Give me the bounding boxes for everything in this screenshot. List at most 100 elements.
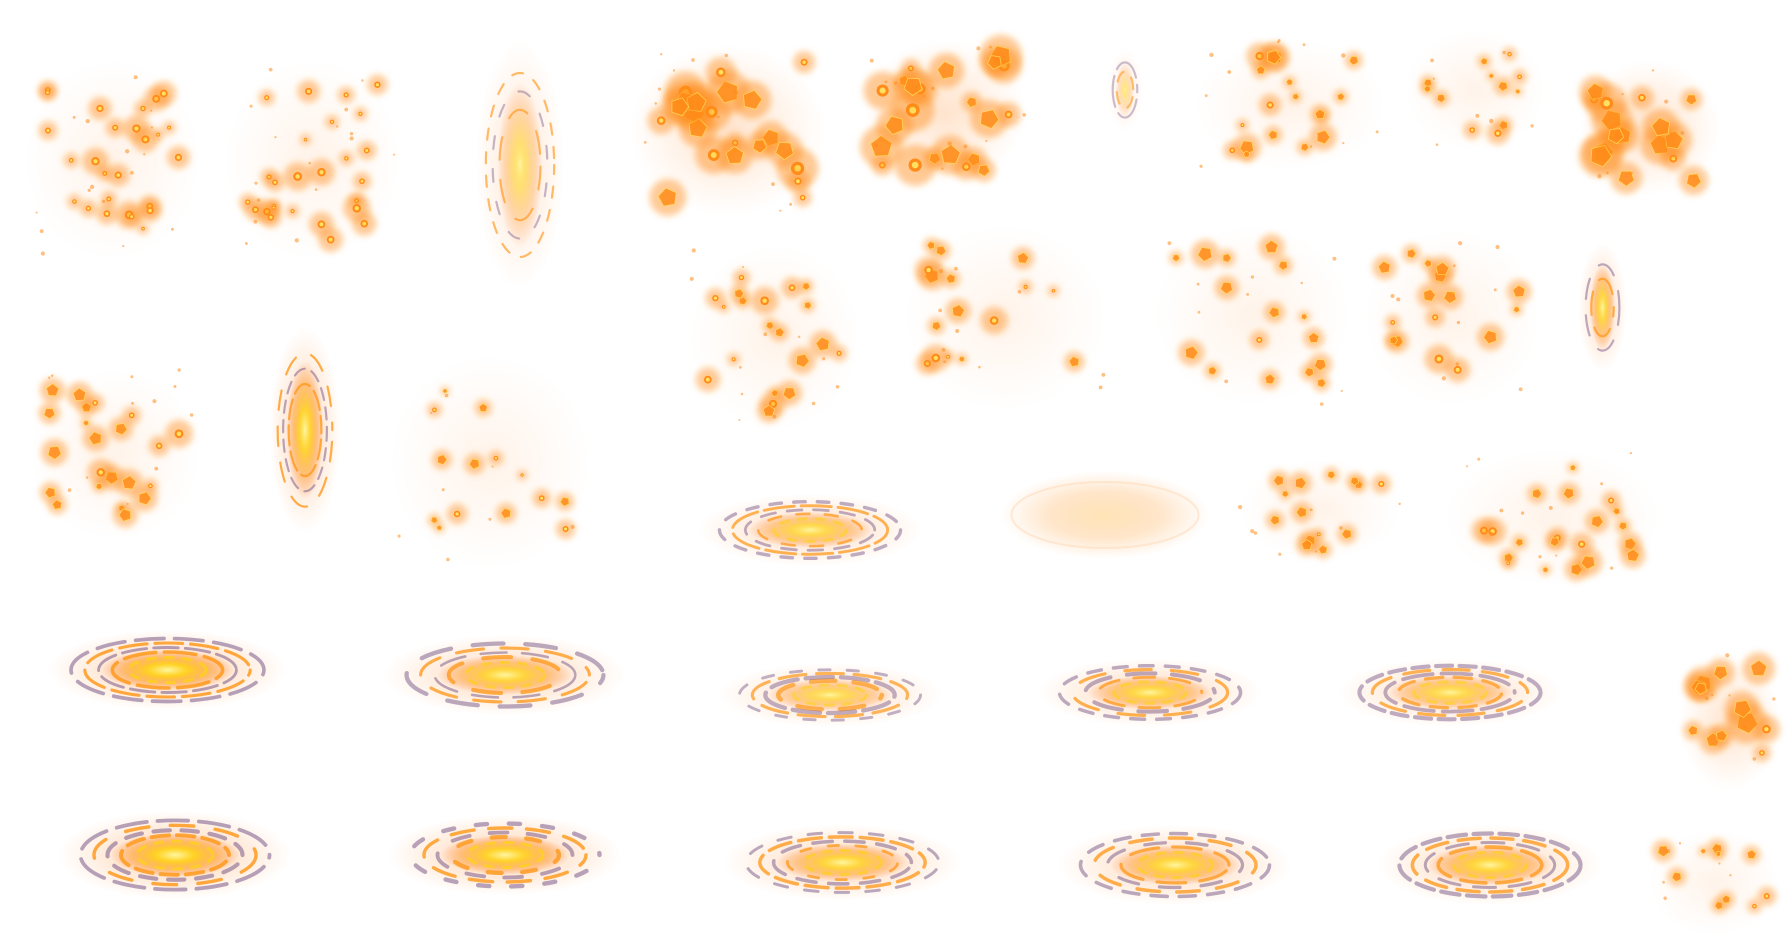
portal-core (1115, 62, 1135, 118)
ember-mote (67, 488, 72, 492)
ember-shard (436, 524, 443, 531)
ember-shard (945, 273, 956, 284)
portal-ring (419, 646, 591, 704)
ember-mote (963, 144, 968, 149)
ember-shard (1700, 848, 1707, 855)
ember-mote (87, 188, 91, 192)
ember-core (521, 474, 523, 476)
ember-mote (1538, 555, 1542, 559)
ember-shard (1626, 548, 1640, 562)
ember-mote (177, 368, 181, 372)
ember-mote (1718, 862, 1721, 865)
portal-ring (408, 821, 602, 889)
ember-core (93, 159, 98, 164)
ember-mote (763, 332, 768, 337)
ember-mote (1742, 725, 1748, 730)
ember-mote (724, 53, 728, 58)
ember-shard (1185, 345, 1199, 360)
ember-mote (930, 86, 935, 91)
ember-core (1609, 499, 1613, 503)
portal-ring (1070, 667, 1230, 718)
ember-shard (1017, 252, 1030, 264)
sprite-graphic (1579, 60, 1720, 195)
ember-shard (1264, 239, 1279, 254)
sprite-graphic (48, 629, 287, 711)
ember-shard (1671, 871, 1682, 883)
ember-mote (40, 251, 45, 256)
ember-mote (444, 393, 449, 398)
ember-mote (1752, 757, 1757, 761)
ember-mote (869, 58, 874, 63)
ember-core (879, 87, 886, 94)
portal-inner-ring (1112, 680, 1188, 705)
portal-inner-ring (135, 839, 215, 871)
ember-mote (1209, 52, 1214, 58)
ember-mote (349, 132, 354, 136)
ember-core (1603, 100, 1610, 107)
ember-shard (1341, 528, 1352, 540)
portal-ring (282, 367, 328, 493)
sprite-graphic (698, 493, 922, 567)
portal-ring (1584, 263, 1621, 352)
ember-mote (941, 167, 944, 170)
ember-mote (1340, 389, 1343, 393)
ember-shard (47, 446, 62, 460)
sprite-frame (1155, 225, 1350, 406)
ember-mote (1530, 124, 1534, 128)
ember-shard (1273, 475, 1284, 487)
ember-core (304, 138, 307, 141)
portal-inner-ring (802, 849, 883, 876)
sprite-frame (1335, 650, 1565, 735)
ember-mote (740, 392, 744, 396)
ember-mote (1629, 451, 1633, 455)
sprite-graphic (1578, 243, 1627, 372)
ember-mote (1548, 505, 1553, 510)
ember-mote (1250, 275, 1255, 279)
ember-shard (1308, 332, 1320, 343)
ember-core (330, 120, 334, 123)
ember-core (168, 126, 171, 129)
sprite-graphic (1058, 824, 1292, 906)
ember-core (130, 215, 134, 219)
ember-mote (1300, 281, 1304, 285)
ember-shard (1316, 129, 1331, 145)
ember-core (306, 89, 311, 94)
ember-core (354, 206, 359, 211)
ember-core (911, 161, 919, 169)
ember-shard (1591, 515, 1604, 528)
ember-mote (941, 347, 946, 352)
ember-mote (133, 75, 138, 80)
portal-ring (756, 512, 864, 548)
sprite-graphic (1038, 658, 1262, 727)
ember-mote (1319, 402, 1324, 406)
portal-ring (92, 823, 258, 887)
ember-shard (1266, 49, 1282, 65)
ember-core (93, 401, 97, 405)
portal-ring (744, 831, 941, 894)
ember-shard (1255, 65, 1266, 75)
ember-core (98, 106, 102, 111)
portal-inner-ring (464, 660, 546, 690)
ember-shard (935, 245, 947, 257)
ember-mote (254, 181, 258, 185)
ember-shard (1301, 539, 1313, 551)
ember-shard (1685, 94, 1698, 106)
ember-mote (943, 360, 947, 364)
ember-mote (1465, 465, 1469, 468)
ember-mote (85, 118, 90, 124)
ember-shard (95, 483, 103, 491)
ember-shard (1423, 85, 1431, 93)
sprite-frame (55, 800, 295, 910)
portal-ring (1410, 836, 1570, 894)
portal-ring (1111, 61, 1139, 119)
ember-core (1391, 321, 1394, 324)
ember-mote (361, 79, 364, 82)
sprite-graphic (630, 45, 825, 216)
sprite-frame (225, 60, 400, 260)
ember-core (1579, 542, 1584, 547)
ember-shard (936, 61, 955, 80)
sprite-graphic (1237, 460, 1401, 560)
ember-mote (244, 241, 248, 245)
ember-mote (1456, 320, 1461, 325)
ember-shard (1348, 55, 1359, 66)
